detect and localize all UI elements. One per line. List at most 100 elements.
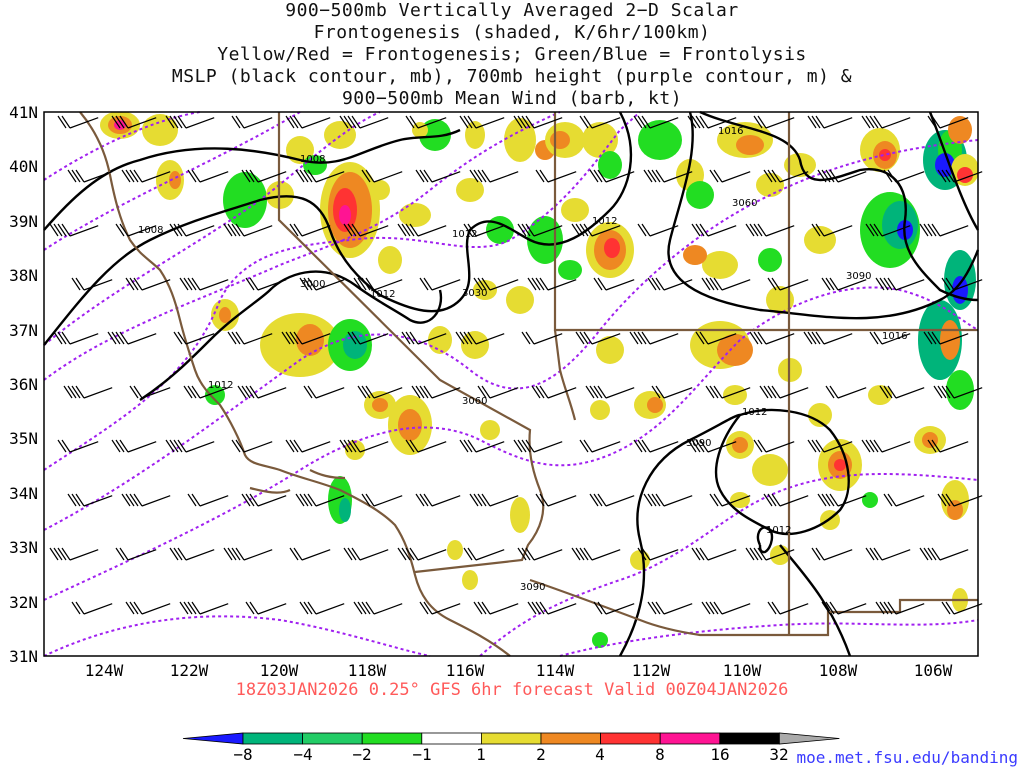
wind-barb xyxy=(463,547,505,561)
wind-barb xyxy=(883,493,925,507)
wind-barb xyxy=(637,547,679,561)
shading-blob xyxy=(647,397,663,413)
height-label: 3090 xyxy=(520,582,545,593)
credit-link[interactable]: moe.met.fsu.edu/banding xyxy=(796,748,1018,767)
wind-barb xyxy=(633,439,679,453)
wind-barb xyxy=(629,331,679,345)
wind-barb xyxy=(825,385,867,399)
mslp-contour xyxy=(43,111,633,346)
wind-barb xyxy=(817,493,867,507)
wind-barb xyxy=(647,601,693,615)
wind-barb xyxy=(701,601,751,615)
wind-barb xyxy=(289,223,331,237)
shading-blob xyxy=(398,409,422,441)
wind-barb xyxy=(227,331,273,345)
shading-blob xyxy=(758,248,782,272)
wind-barb xyxy=(927,439,969,453)
shading-blob xyxy=(683,245,707,265)
wind-barb xyxy=(339,439,389,453)
shading-blob xyxy=(480,420,500,440)
lon-label-122w: 122W xyxy=(170,661,209,680)
wind-barb xyxy=(295,169,345,183)
height-contour xyxy=(43,615,431,657)
wind-barb xyxy=(231,115,273,129)
wind-barb xyxy=(357,385,403,399)
wind-barb xyxy=(129,385,171,399)
wind-barb xyxy=(53,331,99,345)
state-border xyxy=(553,329,577,421)
wind-barb xyxy=(405,439,447,453)
mslp-label: 1008 xyxy=(138,225,163,236)
wind-barb xyxy=(691,223,737,237)
height-label: 3030 xyxy=(462,288,487,299)
lat-label-41n: 41N xyxy=(9,103,38,122)
wind-barb xyxy=(477,385,519,399)
wind-barb xyxy=(527,601,577,615)
shading-blob xyxy=(804,226,836,254)
wind-barb xyxy=(397,547,447,561)
wind-barb xyxy=(237,385,287,399)
wind-barb xyxy=(169,223,215,237)
wind-barb xyxy=(285,115,331,129)
shading-blob xyxy=(343,331,367,359)
shading-blob xyxy=(862,492,878,508)
wind-barb xyxy=(589,169,635,183)
colorbar-label: −8 xyxy=(233,745,252,764)
wind-barb xyxy=(415,169,461,183)
contour-labels: 1008 1008 1012 1012 1012 1012 1016 1016 … xyxy=(138,126,907,593)
lat-label-38n: 38N xyxy=(9,266,38,285)
shading-blob xyxy=(412,122,428,138)
wind-barb xyxy=(67,169,113,183)
shading-blob xyxy=(370,180,390,200)
mslp-label: 1016 xyxy=(718,126,743,137)
colorbar-label: 4 xyxy=(595,745,605,764)
wind-barb xyxy=(303,385,345,399)
wind-barb xyxy=(571,223,621,237)
wind-barb xyxy=(289,547,331,561)
wind-barb xyxy=(821,601,867,615)
mslp-contour xyxy=(699,110,979,302)
shading-blob xyxy=(947,500,963,520)
lon-label-106w: 106W xyxy=(914,661,953,680)
wind-barb xyxy=(295,493,345,507)
wind-barb xyxy=(517,547,563,561)
wind-barb xyxy=(749,331,795,345)
wind-barb xyxy=(593,601,635,615)
shading-blob xyxy=(935,153,955,177)
wind-barb xyxy=(121,493,171,507)
height-contour xyxy=(43,286,979,601)
frontogenesis-shading xyxy=(100,112,978,648)
wind-barb xyxy=(571,547,621,561)
wind-barb xyxy=(687,115,737,129)
colorbar-box xyxy=(480,732,542,745)
lon-label-108w: 108W xyxy=(819,661,858,680)
wind-barb xyxy=(411,385,461,399)
wind-barb xyxy=(187,493,229,507)
wind-barb xyxy=(223,223,273,237)
wind-barb xyxy=(579,439,621,453)
wind-barb xyxy=(535,493,577,507)
wind-barb xyxy=(517,223,563,237)
wind-barb xyxy=(223,547,273,561)
wind-barb xyxy=(651,385,693,399)
wind-barb xyxy=(339,115,389,129)
mslp-contour xyxy=(43,128,461,231)
wind-barb xyxy=(593,277,635,291)
wind-barb xyxy=(343,223,389,237)
wind-barb xyxy=(71,277,113,291)
shading-blob xyxy=(630,550,650,570)
shading-blob xyxy=(372,398,388,412)
wind-barb xyxy=(575,331,621,345)
lat-label-32n: 32N xyxy=(9,593,38,612)
colorbar-arrow-left xyxy=(182,732,244,745)
state-border xyxy=(79,111,511,657)
lat-label-40n: 40N xyxy=(9,157,38,176)
shading-blob xyxy=(486,216,514,244)
height-contour xyxy=(559,619,979,657)
mslp-contour xyxy=(667,111,980,320)
wind-barb xyxy=(527,277,577,291)
wind-barb xyxy=(121,169,171,183)
shading-blob xyxy=(339,498,351,522)
colorbar-box xyxy=(421,732,482,745)
wind-barb xyxy=(179,601,229,615)
